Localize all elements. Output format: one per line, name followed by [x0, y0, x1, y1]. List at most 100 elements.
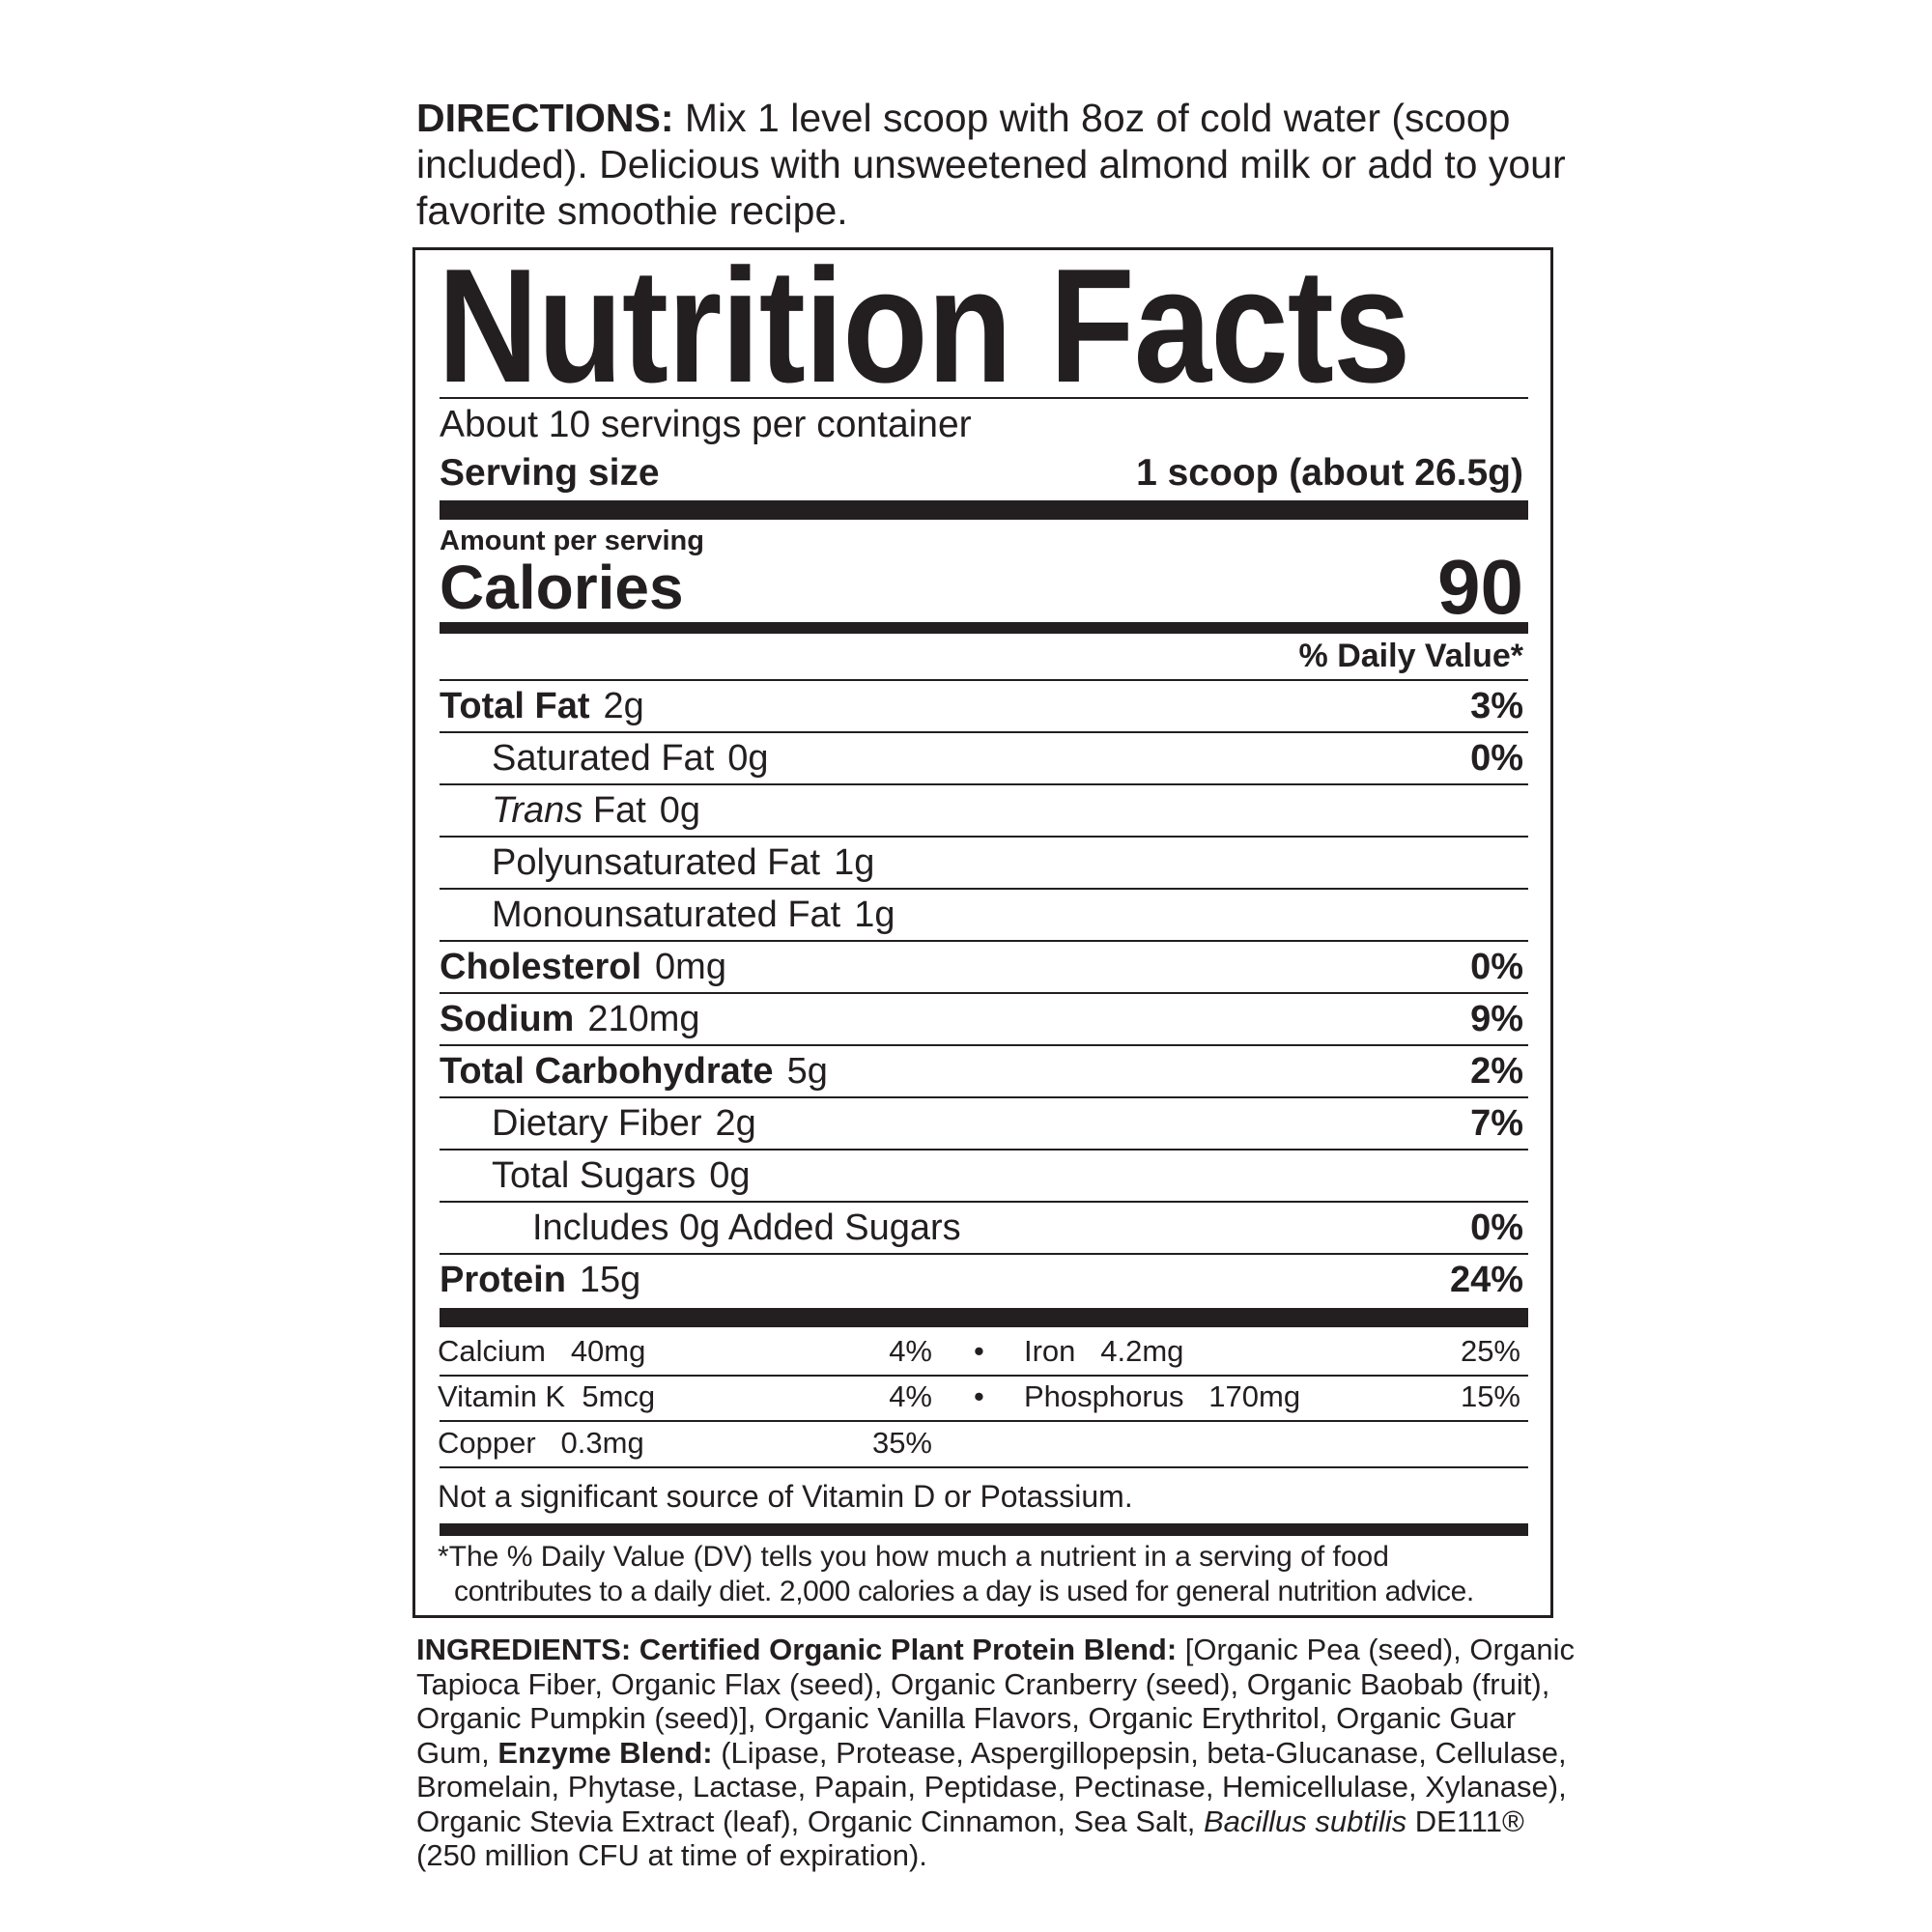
nutrient-dv: 24% [1449, 1260, 1523, 1300]
divider [440, 1201, 1528, 1203]
nutrient-label: Protein 15g [440, 1254, 640, 1306]
nutrient-amount: 1g [834, 842, 875, 883]
nutrient-amount: 15g [579, 1260, 641, 1300]
nutrient-amount: 0g [709, 1155, 751, 1196]
ingredients-text: DE111® (250 million CFU at time of expir… [416, 1804, 1524, 1873]
nutrient-dv: 0% [1470, 738, 1523, 779]
nutrient-name: Monounsaturated Fat [492, 895, 841, 935]
vitamin-name: Vitamin K [438, 1379, 566, 1413]
divider [440, 783, 1528, 785]
not-significant-note: Not a significant source of Vitamin D or… [438, 1479, 1133, 1514]
vitamin-copper: Copper 0.3mg [438, 1421, 644, 1465]
serving-size-row: Serving size 1 scoop (about 26.5g) [440, 447, 1523, 499]
directions-label: DIRECTIONS: [416, 96, 674, 140]
nutrient-amount: 0mg [655, 947, 726, 987]
nutrient-label: Saturated Fat 0g [492, 732, 769, 784]
nutrient-label: Total Carbohydrate 5g [440, 1045, 828, 1097]
vitamin-name: Phosphorus [1024, 1379, 1184, 1413]
nutrient-dv: 0% [1470, 1208, 1523, 1248]
ingredients-label: INGREDIENTS: [416, 1633, 632, 1666]
nutrient-amount: 5g [786, 1051, 828, 1092]
nutrient-name: Total Carbohydrate [440, 1051, 774, 1092]
enzyme-blend-label: Enzyme Blend: [497, 1735, 713, 1770]
nutrient-label: Includes 0g Added Sugars [532, 1202, 975, 1254]
nutrient-label: Monounsaturated Fat 1g [492, 889, 895, 941]
nutrient-dv: 7% [1470, 1103, 1523, 1144]
vitamin-dv: 35% [871, 1426, 932, 1460]
vitamin-name: Copper [438, 1426, 536, 1460]
calories-value: 90 [1437, 544, 1523, 630]
nutrient-name: Sodium [440, 999, 575, 1039]
nutrient-name: Total Fat [440, 686, 590, 726]
divider [440, 1466, 1528, 1468]
nutrient-amount: 0g [659, 790, 701, 831]
nutrient-row: Sodium 210mg 9% [440, 993, 1523, 1045]
nutrient-dv: 2% [1470, 1051, 1523, 1092]
divider [440, 679, 1528, 681]
vitamin-dv: 15% [1460, 1379, 1520, 1413]
vitamin-amount: 0.3mg [560, 1426, 644, 1460]
vitamin-amount: 4.2mg [1100, 1334, 1184, 1368]
bullet: • [974, 1334, 984, 1368]
ingredients: INGREDIENTS: Certified Organic Plant Pro… [416, 1633, 1576, 1873]
footnote-line-1: *The % Daily Value (DV) tells you how mu… [438, 1541, 1389, 1573]
nutrient-label: Dietary Fiber 2g [492, 1097, 756, 1150]
nutrient-label: Cholesterol 0mg [440, 941, 726, 993]
calories-label: Calories [440, 553, 684, 622]
footnote-line-2: contributes to a daily diet. 2,000 calor… [454, 1576, 1474, 1607]
nutrient-row: Protein 15g 24% [440, 1254, 1523, 1306]
nutrient-name: Dietary Fiber [492, 1103, 702, 1144]
serving-size-label: Serving size [440, 452, 660, 494]
bullet: • [974, 1379, 984, 1413]
nutrient-row: Saturated Fat 0g 0% [440, 732, 1523, 784]
vitamin-amount: 40mg [570, 1334, 646, 1368]
nutrient-row: Cholesterol 0mg 0% [440, 941, 1523, 993]
nutrition-facts-box [412, 247, 1553, 1618]
nutrition-facts-title: Nutrition Facts [438, 235, 1410, 416]
divider [440, 1044, 1528, 1046]
divider [440, 1375, 1528, 1377]
nutrient-amount: 2g [603, 686, 644, 726]
calories-row: Calories 90 [440, 544, 1523, 630]
vitamin-name: Calcium [438, 1334, 546, 1368]
nutrient-row: Total Carbohydrate 5g 2% [440, 1045, 1523, 1097]
serving-size-value: 1 scoop (about 26.5g) [1136, 452, 1523, 494]
nutrient-name: Protein [440, 1260, 566, 1300]
nutrient-name: Includes 0g Added Sugars [532, 1208, 961, 1248]
daily-value-header: % Daily Value* [440, 630, 1523, 682]
nutrient-name: Total Sugars [492, 1155, 696, 1196]
directions: DIRECTIONS: Mix 1 level scoop with 8oz o… [416, 95, 1576, 234]
nutrient-amount: 210mg [587, 999, 700, 1039]
nutrient-dv: 0% [1470, 947, 1523, 987]
nutrient-dv: 9% [1470, 999, 1523, 1039]
nutrient-row: Total Sugars 0g [440, 1150, 1523, 1202]
nutrient-name: Trans [492, 790, 583, 831]
thick-divider [440, 1308, 1528, 1327]
ingredients-text: (Lipase, Protease, Aspergillopepsin, bet… [416, 1735, 1567, 1838]
thick-divider [440, 622, 1528, 634]
vitamin-dv: 25% [1460, 1334, 1520, 1368]
vitamin-calcium: Calcium 40mg [438, 1329, 645, 1374]
thick-divider [440, 500, 1528, 520]
nutrient-label: Sodium 210mg [440, 993, 700, 1045]
divider [440, 940, 1528, 942]
vitamin-dv: 4% [889, 1379, 932, 1413]
nutrient-row: Trans Fat 0g [440, 784, 1523, 837]
nutrient-label: Total Fat 2g [440, 680, 644, 732]
nutrient-name: Saturated Fat [492, 738, 715, 779]
vitamin-iron: Iron 4.2mg [1024, 1329, 1183, 1374]
nutrient-amount: 2g [715, 1103, 756, 1144]
divider [440, 992, 1528, 994]
nutrient-name: Polyunsaturated Fat [492, 842, 821, 883]
directions-text: Mix 1 level scoop with 8oz of cold water… [416, 96, 1566, 233]
nutrient-amount: 1g [854, 895, 895, 935]
nutrient-row: Includes 0g Added Sugars 0% [440, 1202, 1523, 1254]
divider [440, 1149, 1528, 1151]
amount-per-serving: Amount per serving [440, 522, 1523, 574]
servings-text: About 10 servings per container [440, 404, 972, 445]
nutrient-dv: 3% [1470, 686, 1523, 726]
dv-header: % Daily Value* [1298, 638, 1523, 674]
nutrient-name-rest: Fat [582, 790, 646, 831]
vitamin-amount: 5mcg [582, 1379, 656, 1413]
nutrient-row: Total Fat 2g 3% [440, 680, 1523, 732]
